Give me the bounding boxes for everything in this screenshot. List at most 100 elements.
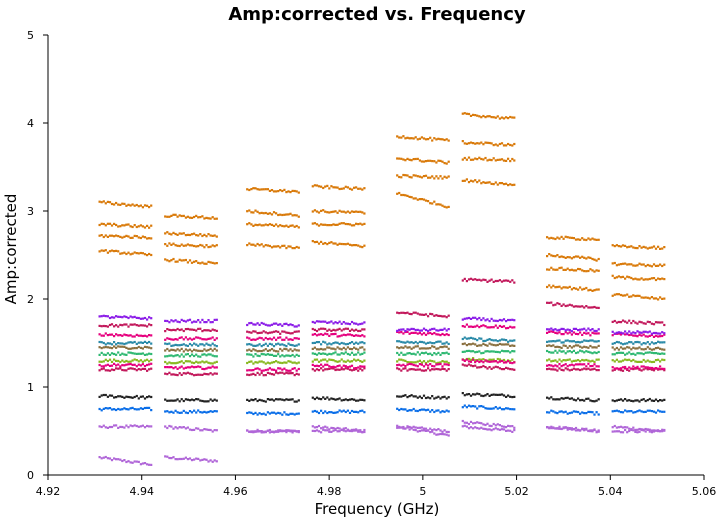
data-point [246, 343, 249, 346]
data-point [361, 409, 364, 412]
data-point [344, 185, 347, 188]
data-point [500, 142, 504, 145]
data-point [581, 237, 584, 240]
data-point [482, 324, 485, 327]
data-point [505, 343, 508, 346]
data-point [119, 458, 122, 461]
data-point [420, 176, 423, 179]
data-point [593, 360, 596, 363]
data-point [203, 410, 206, 413]
data-point [628, 346, 631, 349]
data-point [585, 332, 588, 335]
data-point [482, 423, 485, 426]
data-point [558, 285, 561, 288]
data-point [581, 398, 584, 402]
data-point [474, 364, 477, 367]
data-point [174, 213, 177, 216]
data-point [583, 238, 586, 241]
data-point [215, 337, 218, 340]
data-point [287, 245, 290, 248]
data-point [328, 430, 331, 433]
data-point [250, 343, 253, 346]
data-point [117, 325, 120, 328]
data-point [467, 349, 471, 352]
data-point [139, 251, 142, 255]
data-point [492, 280, 495, 283]
data-point [258, 412, 261, 415]
data-point [143, 324, 147, 327]
data-point [166, 259, 169, 262]
data-point [644, 342, 647, 345]
data-point [550, 286, 553, 289]
data-point [211, 365, 214, 368]
data-point [178, 328, 181, 332]
data-point [554, 331, 557, 334]
data-point [123, 459, 126, 462]
data-point [439, 314, 442, 318]
data-point [650, 429, 653, 432]
data-point [416, 345, 419, 348]
data-point [461, 342, 464, 346]
data-point [279, 323, 282, 326]
data-point [150, 347, 153, 350]
data-point [100, 249, 103, 252]
data-point [494, 406, 497, 409]
data-point [262, 399, 265, 403]
data-point [277, 330, 280, 333]
data-point [490, 429, 493, 432]
data-point [478, 358, 481, 361]
data-point [209, 353, 212, 356]
data-point [248, 222, 251, 225]
data-point [139, 463, 142, 466]
data-point [624, 277, 627, 280]
data-point [496, 158, 499, 161]
data-point [577, 363, 580, 366]
data-point [209, 428, 212, 432]
data-point [611, 426, 614, 429]
data-point [340, 358, 343, 361]
data-point [359, 222, 362, 225]
data-point [184, 320, 187, 323]
data-point [404, 353, 407, 356]
data-point [357, 351, 360, 354]
data-point [338, 368, 341, 371]
data-point [295, 330, 298, 333]
x-tick-label: 5.04 [598, 485, 623, 498]
data-point [398, 408, 401, 412]
data-point [554, 268, 557, 271]
data-point [213, 344, 216, 347]
data-point [143, 359, 147, 362]
data-point [125, 460, 128, 464]
data-point [628, 358, 631, 361]
data-point [621, 351, 625, 354]
data-point [353, 346, 356, 349]
data-point [548, 364, 551, 367]
data-point [648, 351, 651, 354]
data-point [199, 349, 202, 352]
data-point [617, 367, 620, 370]
data-point [589, 334, 592, 337]
data-point [467, 156, 471, 159]
data-point [657, 400, 660, 403]
data-point [330, 329, 333, 332]
data-point [579, 349, 582, 352]
data-point [133, 358, 136, 361]
data-point [133, 368, 136, 371]
data-point [654, 398, 658, 401]
data-point [585, 412, 588, 415]
data-point [172, 427, 175, 430]
data-point [412, 341, 415, 345]
data-point [100, 222, 103, 225]
data-point [150, 362, 153, 365]
data-point [597, 413, 600, 416]
data-point [617, 275, 620, 278]
data-point [469, 343, 473, 346]
data-point [581, 411, 584, 414]
data-point [445, 409, 448, 412]
data-point [494, 424, 497, 427]
data-point [630, 367, 633, 370]
data-point [201, 458, 204, 461]
data-point [254, 344, 257, 347]
data-point [348, 342, 352, 345]
data-point [359, 365, 362, 368]
